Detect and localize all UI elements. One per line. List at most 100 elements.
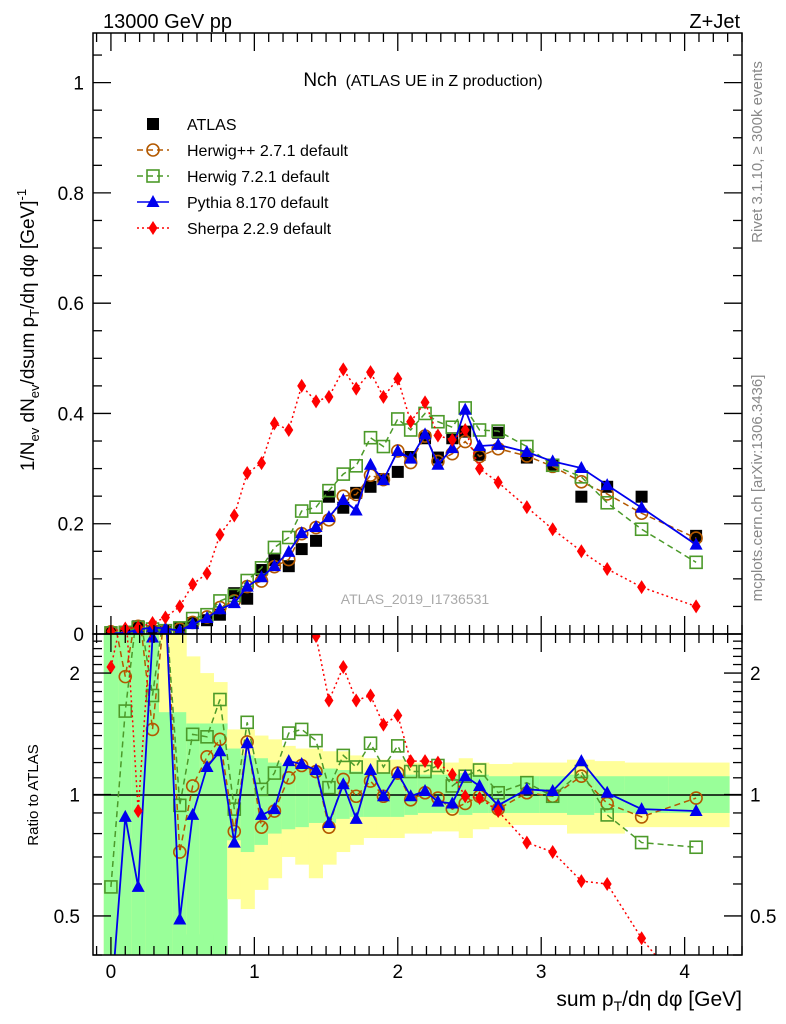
data-point-pythia-8-170-default xyxy=(186,617,200,630)
ylabel-part: dN xyxy=(18,398,39,428)
data-point-pythia-8-170-default xyxy=(391,443,405,456)
data-point-sherpa-2-2-9-default xyxy=(297,378,307,393)
data-point-herwig-7-2-1-default xyxy=(309,500,323,514)
data-point-atlas xyxy=(310,534,323,547)
ratio-point-pythia-8-170-default xyxy=(213,744,227,757)
data-point-pythia-8-170-default xyxy=(336,493,350,506)
ratio-point-pythia-8-170-default xyxy=(546,784,560,797)
data-point-herwig-7-2-1-default xyxy=(294,504,309,518)
data-point-herwig-7-2-1-default xyxy=(491,424,505,438)
ratio-point-pythia-8-170-default xyxy=(186,807,200,820)
ratio-band-stat-uncertainty xyxy=(281,765,296,830)
ratio-point-herwig-7-2-1-default xyxy=(349,760,363,774)
ratio-point-herwig-7-2-1-default xyxy=(634,835,649,850)
ratio-point-pythia-8-170-default xyxy=(240,736,254,749)
data-point-pythia-8-170-default xyxy=(364,457,378,470)
ratio-point-herwig-7-2-1-default xyxy=(322,780,336,795)
ratio-point-pythia-8-170-default xyxy=(418,784,432,797)
data-point-herwig-7-2-1-default xyxy=(689,555,703,570)
ratio-point-sherpa-2-2-9-default xyxy=(460,789,470,804)
ratio-point-sherpa-2-2-9-default xyxy=(203,595,212,609)
data-point-pythia-8-170-default xyxy=(689,537,703,550)
ratio-band-stat-uncertainty xyxy=(295,765,310,828)
axes-ticks: 0 1 2 3 4 0 0.2 0.4 0.6 0.8 1 0.5 0.5 1 1 2 2 xyxy=(54,33,776,983)
ylabel-part: /dη dφ [GeV] xyxy=(18,200,39,308)
data-point-sherpa-2-2-9-default xyxy=(420,395,430,410)
ratio-point-pythia-8-170-default xyxy=(309,763,323,776)
data-point-atlas xyxy=(575,490,588,503)
data-point-herwig-7-2-1-default xyxy=(445,420,460,435)
data-point-herwig-7-2-1-default xyxy=(376,439,391,454)
mcplots-note: mcplots.cern.ch [arXiv:1306.3436] xyxy=(749,375,766,602)
series-line-herwig-7-2-1-default xyxy=(110,406,697,634)
data-point-atlas xyxy=(241,592,254,605)
data-point-sherpa-2-2-9-default xyxy=(366,365,376,380)
legend-label-pythia-8-170-default: Pythia 8.170 default xyxy=(187,195,329,212)
ratio-point-sherpa-2-2-9-default xyxy=(257,595,266,609)
ratio-y-tick-label-left: 2 xyxy=(69,664,80,685)
data-point-pythia-8-170-default xyxy=(574,461,588,474)
data-point-sherpa-2-2-9-default xyxy=(548,522,558,537)
x-tick-label: 3 xyxy=(536,962,547,983)
y-tick-label: 0.4 xyxy=(58,404,85,425)
data-point-herwig-7-2-1-default xyxy=(349,459,363,473)
data-point-sherpa-2-2-9-default xyxy=(148,615,158,630)
data-point-pythia-8-170-default xyxy=(404,451,418,464)
ratio-point-pythia-8-170-default xyxy=(267,802,281,815)
y-tick-label: 1 xyxy=(73,74,84,95)
data-point-sherpa-2-2-9-default xyxy=(493,475,503,490)
y-tick-label: 0.6 xyxy=(58,294,84,315)
data-point-atlas xyxy=(295,543,308,556)
ratio-plot-frame xyxy=(92,633,743,956)
ratio-series xyxy=(104,595,703,1010)
ratio-point-sherpa-2-2-9-default xyxy=(338,660,348,675)
data-point-sherpa-2-2-9-default xyxy=(257,456,267,471)
ratio-line-herwig-7-2-1-default xyxy=(110,634,697,887)
header-process: 13000 GeV pp xyxy=(103,11,232,33)
ratio-point-herwig-2-7-1-default xyxy=(118,669,133,684)
data-point-pythia-8-170-default xyxy=(473,438,487,451)
ratio-point-sherpa-2-2-9-default xyxy=(121,595,130,609)
data-point-sherpa-2-2-9-default xyxy=(202,566,212,581)
ratio-point-pythia-8-170-default xyxy=(173,912,187,925)
data-point-herwig-7-2-1-default xyxy=(267,540,282,555)
ratio-point-sherpa-2-2-9-default xyxy=(284,595,293,609)
x-tick-label: 1 xyxy=(249,962,260,983)
ratio-point-pythia-8-170-default xyxy=(227,835,241,848)
ratio-point-pythia-8-170-default xyxy=(118,809,132,822)
data-point-sherpa-2-2-9-default xyxy=(175,599,185,614)
ratio-point-pythia-8-170-default xyxy=(376,789,390,802)
ratio-point-herwig-2-7-1-default xyxy=(281,771,296,785)
ratio-y-axis-label: Ratio to ATLAS xyxy=(25,744,42,845)
data-point-sherpa-2-2-9-default xyxy=(284,422,294,437)
data-point-atlas xyxy=(391,465,404,478)
ratio-point-herwig-7-2-1-default xyxy=(689,840,703,855)
ratio-point-sherpa-2-2-9-default xyxy=(393,708,403,723)
legend-marker-pythia-8-170-default xyxy=(146,195,160,207)
data-point-pythia-8-170-default xyxy=(418,427,432,440)
legend-marker-atlas xyxy=(147,118,159,130)
ratio-point-sherpa-2-2-9-default xyxy=(637,931,647,946)
ratio-point-herwig-7-2-1-default xyxy=(281,726,296,740)
ratio-point-pythia-8-170-default xyxy=(104,998,117,1010)
ratio-band-stat-uncertainty xyxy=(240,755,255,853)
data-point-sherpa-2-2-9-default xyxy=(324,389,334,404)
ratio-point-pythia-8-170-default xyxy=(391,766,405,779)
legend-marker-sherpa-2-2-9-default xyxy=(148,221,158,235)
ylabel-sub: ev xyxy=(27,427,42,441)
ratio-point-herwig-7-2-1-default xyxy=(240,715,254,730)
data-point-sherpa-2-2-9-default xyxy=(378,389,388,404)
data-point-pythia-8-170-default xyxy=(445,441,459,454)
legend-label-sherpa-2-2-9-default: Sherpa 2.2.9 default xyxy=(187,221,332,238)
ratio-point-herwig-2-7-1-default xyxy=(159,596,171,608)
data-point-pythia-8-170-default xyxy=(520,445,534,458)
y-tick-label: 0.8 xyxy=(58,184,84,205)
ratio-band-stat-uncertainty xyxy=(186,723,201,955)
data-point-pythia-8-170-default xyxy=(349,503,363,516)
data-point-pythia-8-170-default xyxy=(240,579,254,592)
ratio-point-herwig-2-7-1-default xyxy=(254,820,269,834)
ratio-point-sherpa-2-2-9-default xyxy=(161,595,170,609)
ratio-point-sherpa-2-2-9-default xyxy=(188,595,197,609)
ratio-point-herwig-7-2-1-default xyxy=(390,739,405,753)
ratio-point-pythia-8-170-default xyxy=(404,789,418,802)
